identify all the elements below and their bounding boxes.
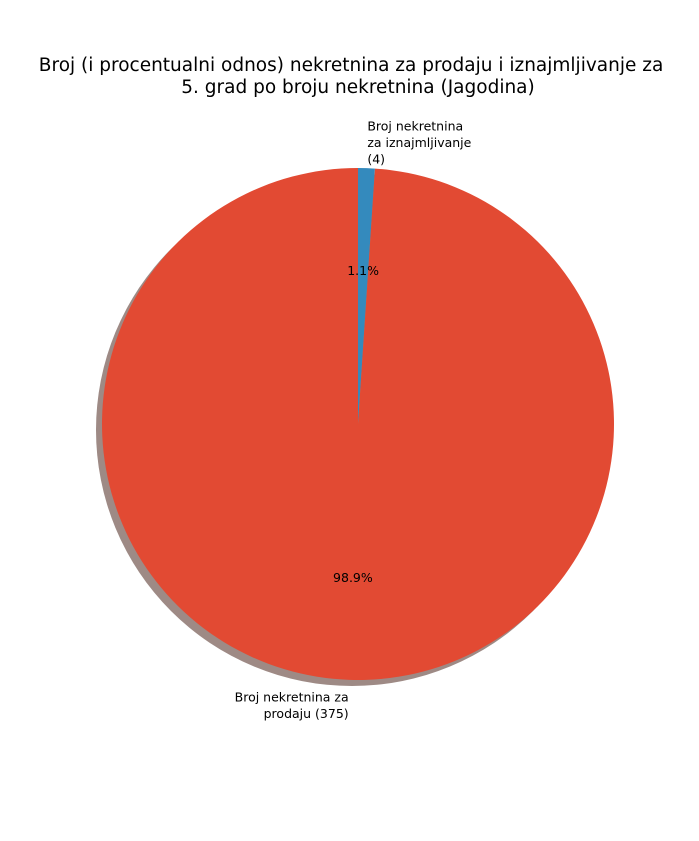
chart-title-line-1: Broj (i procentualni odnos) nekretnina z… [39,55,664,76]
pie-slice-1-label-line-1: prodaju (375) [264,706,349,721]
pie-slice-0-label-line-0: Broj nekretnina [367,119,463,134]
label-layer: 1.1% Broj nekretnina za iznajmljivanje (4) 9… [235,119,472,722]
pie-slice-0-percent: 1.1% [347,263,379,278]
pie-slice-1-label: Broj nekretnina za prodaju (375) [235,690,349,722]
pie-slice-0-label: Broj nekretnina za iznajmljivanje (4) [367,119,471,167]
pie-slice-0-label-line-1: za iznajmljivanje [367,135,471,150]
chart-title-line-2: 5. grad po broju nekretnina (Jagodina) [181,77,535,98]
chart-title: Broj (i procentualni odnos) nekretnina z… [39,55,669,98]
pie-slice-1-label-line-0: Broj nekretnina za [235,690,349,705]
pie-slice-1 [102,168,614,681]
pie-slice-0 [358,168,375,424]
pie-slice-0-label-line-2: (4) [367,152,385,167]
pie-layer [96,168,614,686]
pie-slice-1-percent: 98.9% [333,570,373,585]
